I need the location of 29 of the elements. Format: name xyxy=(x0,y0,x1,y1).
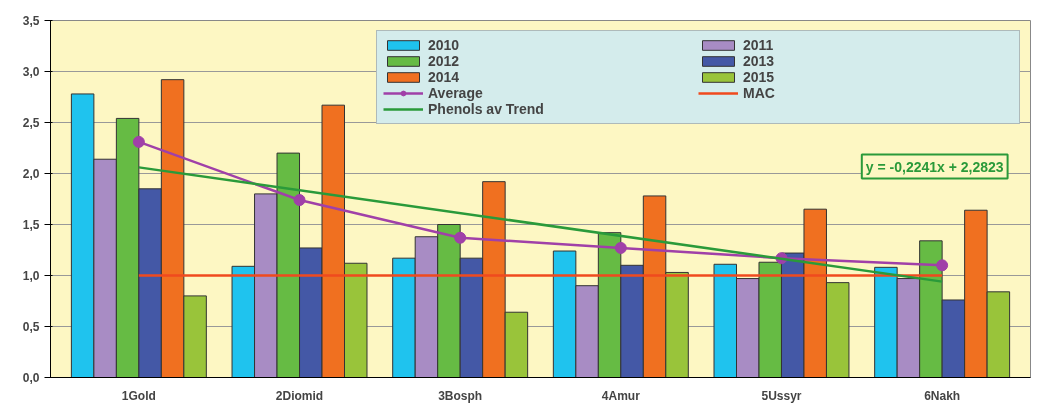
x-tick-label: 6Nakh xyxy=(924,388,961,403)
legend-label: 2012 xyxy=(428,53,461,69)
y-tick-label: 1,5 xyxy=(22,218,40,232)
y-tick-label: 0,5 xyxy=(22,320,40,334)
legend-label: 2010 xyxy=(428,37,461,53)
y-tick-label: 3,0 xyxy=(22,65,40,79)
y-tick-label: 2,0 xyxy=(22,167,40,181)
legend-label: 2015 xyxy=(743,69,776,85)
x-tick-label: 2Diomid xyxy=(275,388,324,403)
legend-label: Average xyxy=(428,85,484,101)
point xyxy=(132,135,145,148)
point xyxy=(454,231,467,244)
annotation: y = -0,2241x + 2,2823 xyxy=(865,158,1004,175)
legend-label: Phenols av Trend xyxy=(428,101,545,117)
y-tick-label: 0,0 xyxy=(22,371,40,385)
y-tick-label: 2,5 xyxy=(22,116,40,130)
legend-label: MAC xyxy=(743,85,776,101)
x-tick-label: 5Ussyr xyxy=(761,388,802,403)
legend-label: 2013 xyxy=(743,53,776,69)
point xyxy=(293,194,306,207)
x-tick-label: 3Bosph xyxy=(438,388,483,403)
y-tick-label: 3,5 xyxy=(22,14,40,28)
legend-label: 2014 xyxy=(428,69,461,85)
point xyxy=(614,241,627,254)
x-tick-label: 1Gold xyxy=(121,388,156,403)
x-tick-label: 4Amur xyxy=(601,388,641,403)
point xyxy=(936,259,949,272)
legend-label: 2011 xyxy=(743,37,775,53)
y-tick-label: 1,0 xyxy=(22,269,40,283)
